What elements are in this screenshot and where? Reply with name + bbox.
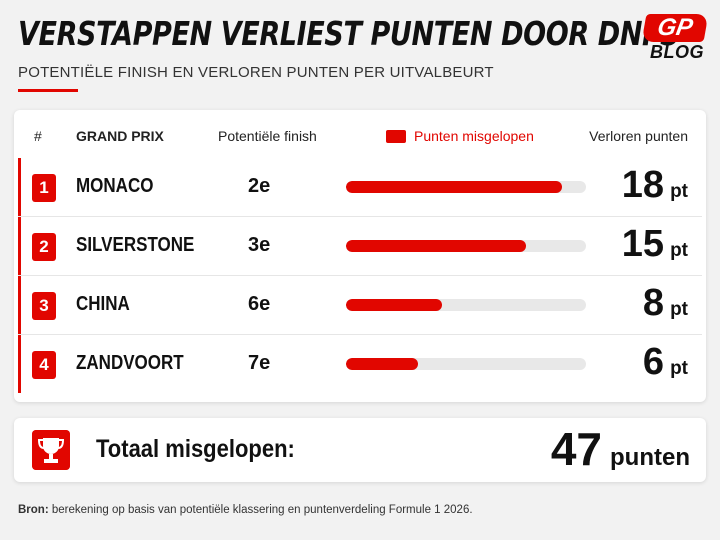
- lost-points-unit: pt: [670, 240, 688, 261]
- legend-label: Punten misgelopen: [414, 128, 534, 144]
- rank-badge: 2: [32, 233, 56, 261]
- page-subtitle: POTENTIËLE FINISH EN VERLOREN PUNTEN PER…: [18, 64, 494, 81]
- bar-track: [346, 358, 586, 370]
- legend-swatch: [386, 129, 406, 143]
- rank-badge: 3: [32, 292, 56, 320]
- col-header-potential-finish: Potentiële finish: [218, 128, 317, 144]
- bar: [346, 299, 442, 311]
- lost-points: 6 pt: [643, 341, 688, 384]
- rank-badge: 4: [32, 351, 56, 379]
- logo-blog: BLOG: [650, 42, 704, 62]
- page-title: VERSTAPPEN VERLIEST PUNTEN DOOR DNFS: [18, 14, 680, 53]
- gpblog-logo: GP BLOG: [641, 14, 709, 62]
- lost-points-unit: pt: [670, 358, 688, 379]
- lost-points-value: 15: [621, 223, 665, 265]
- lost-points: 8 pt: [643, 282, 688, 325]
- col-header-lost-points: Verloren punten: [589, 128, 688, 144]
- dnf-table-card: # GRAND PRIX Potentiële finish Punten mi…: [14, 110, 706, 402]
- col-header-grand-prix: GRAND PRIX: [76, 128, 164, 144]
- lost-points: 18 pt: [622, 164, 688, 207]
- trophy-icon: [32, 430, 70, 470]
- grand-prix-label: CHINA: [76, 293, 130, 315]
- col-header-number: #: [34, 128, 42, 144]
- dnf-row: 4 ZANDVOORT 7e 6 pt: [18, 334, 702, 393]
- dnf-row: 1 MONACO 2e 18 pt: [18, 158, 702, 216]
- logo-gp: GP: [641, 14, 709, 42]
- bar: [346, 240, 526, 252]
- source-text: berekening op basis van potentiële klass…: [51, 504, 473, 516]
- potential-finish: 7e: [248, 352, 271, 374]
- bar: [346, 181, 562, 193]
- potential-finish: 3e: [248, 234, 271, 256]
- grand-prix-label: SILVERSTONE: [76, 234, 195, 256]
- total-unit: punten: [610, 444, 690, 471]
- bar: [346, 358, 418, 370]
- rank-badge: 1: [32, 174, 56, 202]
- lost-points: 15 pt: [622, 223, 688, 266]
- row-accent: [18, 158, 21, 216]
- bar-track: [346, 299, 586, 311]
- total-number: 47: [550, 423, 603, 475]
- row-accent: [18, 217, 21, 275]
- lost-points-value: 18: [621, 164, 665, 206]
- row-accent: [18, 335, 21, 393]
- lost-points-value: 8: [642, 282, 665, 324]
- lost-points-value: 6: [642, 341, 665, 383]
- grand-prix-label: MONACO: [76, 175, 154, 197]
- total-label: Totaal misgelopen:: [96, 435, 295, 463]
- dnf-rows: 1 MONACO 2e 18 pt 2 SILVERSTONE 3e 15 pt 3 CHINA 6e 8…: [18, 158, 702, 393]
- dnf-row: 3 CHINA 6e 8 pt: [18, 275, 702, 334]
- subtitle-divider: [18, 89, 78, 92]
- source-label: Bron:: [18, 504, 49, 516]
- dnf-row: 2 SILVERSTONE 3e 15 pt: [18, 216, 702, 275]
- row-accent: [18, 276, 21, 334]
- chart-legend: Punten misgelopen: [386, 128, 534, 144]
- lost-points-unit: pt: [670, 299, 688, 320]
- bar-track: [346, 240, 586, 252]
- potential-finish: 2e: [248, 175, 271, 197]
- bar-track: [346, 181, 586, 193]
- lost-points-unit: pt: [670, 181, 688, 202]
- source-note: Bron: berekening op basis van potentiële…: [18, 504, 473, 516]
- total-card: Totaal misgelopen: 47 punten: [14, 418, 706, 482]
- total-value: 47 punten: [551, 422, 690, 476]
- grand-prix-label: ZANDVOORT: [76, 352, 184, 374]
- potential-finish: 6e: [248, 293, 271, 315]
